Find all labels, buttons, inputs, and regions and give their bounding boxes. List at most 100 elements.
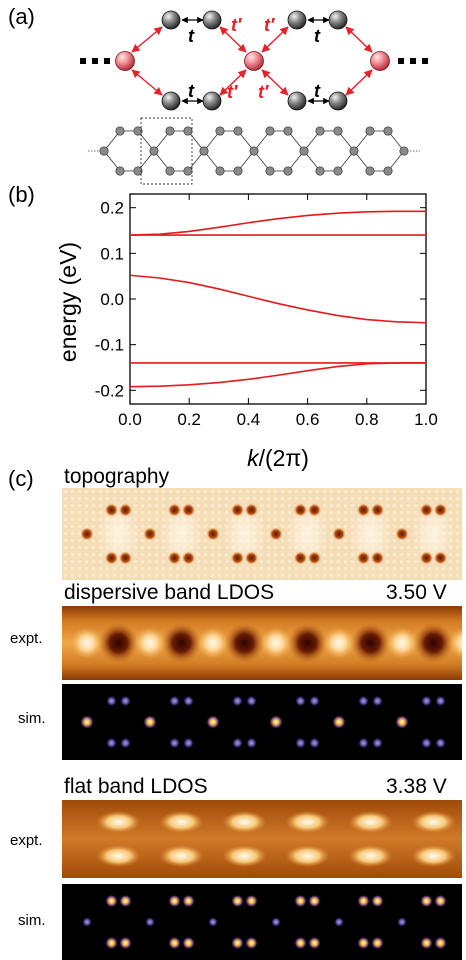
adatom xyxy=(104,503,119,517)
adatom xyxy=(181,551,196,565)
chain-site xyxy=(133,126,143,136)
sim-dim-spot xyxy=(309,737,320,749)
band-lines xyxy=(129,210,427,388)
sim-dim-spot xyxy=(106,737,117,749)
flat-blob xyxy=(348,845,393,867)
sim-dim-spot xyxy=(435,695,446,707)
chain-site xyxy=(215,166,225,176)
adatom xyxy=(80,527,94,541)
dispersive-sim-image xyxy=(62,684,462,760)
hop-tprime-label: t′ xyxy=(264,15,275,35)
flat-blob xyxy=(96,811,141,833)
sim-hot-spot xyxy=(332,715,346,729)
adatom xyxy=(167,503,182,517)
chain-site xyxy=(365,126,375,136)
hub-sites xyxy=(115,51,390,71)
sim-dim-spot xyxy=(358,737,369,749)
chain-site xyxy=(199,146,209,156)
sim-hot-spot xyxy=(80,715,94,729)
x-tick-label: 0.4 xyxy=(237,410,261,429)
chain-site xyxy=(383,166,393,176)
adatom xyxy=(395,527,409,541)
t-hopping-arrows xyxy=(181,16,330,105)
chain-site xyxy=(399,146,409,156)
flat-sim-image xyxy=(62,884,462,960)
adatom xyxy=(143,527,157,541)
sim-dim-spot xyxy=(183,695,194,707)
ellipsis-left xyxy=(80,58,110,64)
ldos-spots xyxy=(71,623,462,663)
adatom xyxy=(419,551,434,565)
sim-hot-spot xyxy=(294,894,307,908)
lattice-schematic: t t t t t′ t′ t′ t′ xyxy=(80,10,428,185)
adatom xyxy=(419,503,434,517)
flat-blob xyxy=(348,811,393,833)
adatom xyxy=(167,551,182,565)
band-line-1 xyxy=(129,210,426,236)
dispersive-title: dispersive band LDOS xyxy=(64,581,275,604)
sim-hot-spot xyxy=(119,894,132,908)
sim-hot-spot xyxy=(105,894,118,908)
chain-bond xyxy=(203,130,255,172)
x-ticks: 0.0 0.2 0.4 0.6 0.8 1.0 xyxy=(118,194,438,429)
chain-bond xyxy=(103,130,155,172)
adatom xyxy=(370,503,385,517)
adatom xyxy=(433,551,448,565)
x-tick-label: 0.0 xyxy=(118,410,142,429)
unit-cell-box xyxy=(140,117,193,185)
y-tick-label: 0.0 xyxy=(100,290,124,309)
flat-blob xyxy=(96,845,141,867)
sim-spots xyxy=(80,695,446,749)
sim-dim-spot xyxy=(421,737,432,749)
expt-label-flat: expt. xyxy=(10,832,43,849)
sim-hot-spot xyxy=(182,936,195,950)
chain-bond xyxy=(153,130,205,172)
sim-dim-spot xyxy=(271,917,281,927)
flat-expt-image xyxy=(62,800,462,878)
adatom xyxy=(293,503,308,517)
expt-label-dispersive: expt. xyxy=(10,630,43,647)
chain-site xyxy=(299,146,309,156)
band-line-5 xyxy=(129,362,426,388)
adatom xyxy=(104,551,119,565)
chain-bond xyxy=(253,130,305,172)
chain-site xyxy=(183,126,193,136)
sim-dim-spot xyxy=(246,737,257,749)
sim-hot-spot xyxy=(395,715,409,729)
chain-site xyxy=(133,166,143,176)
sim-hot-spot xyxy=(371,894,384,908)
sim-dim-spot xyxy=(372,695,383,707)
dispersive-expt-image xyxy=(62,606,462,680)
flat-title: flat band LDOS xyxy=(64,775,208,798)
sim-hot-spot xyxy=(182,894,195,908)
dark-spot xyxy=(287,623,328,663)
chain-site xyxy=(233,166,243,176)
sim-dim-spot xyxy=(232,695,243,707)
sim-label-flat: sim. xyxy=(18,912,46,929)
chain-site xyxy=(283,166,293,176)
sim-dim-spot xyxy=(334,917,344,927)
y-tick-label: -0.1 xyxy=(95,336,124,355)
chain-site xyxy=(183,166,193,176)
sim-hot-spot xyxy=(308,894,321,908)
sim-dim-spot xyxy=(295,737,306,749)
chain-site xyxy=(365,166,375,176)
chain-site xyxy=(115,166,125,176)
sim-hot-spot xyxy=(143,715,157,729)
x-tick-label: 0.8 xyxy=(355,410,379,429)
adatom xyxy=(269,527,283,541)
chain-site xyxy=(315,126,325,136)
dispersive-voltage: 3.50 V xyxy=(386,581,447,604)
sim-dim-spot xyxy=(421,695,432,707)
hop-tprime-label: t′ xyxy=(231,15,242,35)
chain-site xyxy=(99,146,109,156)
adatom xyxy=(244,551,259,565)
topography-title: topography xyxy=(64,465,170,488)
chain-site xyxy=(265,126,275,136)
sim-hot-spot xyxy=(357,936,370,950)
y-tick-label: 0.1 xyxy=(100,244,124,263)
flat-blob xyxy=(222,811,267,833)
flat-sim-spots xyxy=(82,894,447,950)
y-tick-label: 0.2 xyxy=(100,199,124,218)
hop-t-label: t xyxy=(314,81,321,101)
